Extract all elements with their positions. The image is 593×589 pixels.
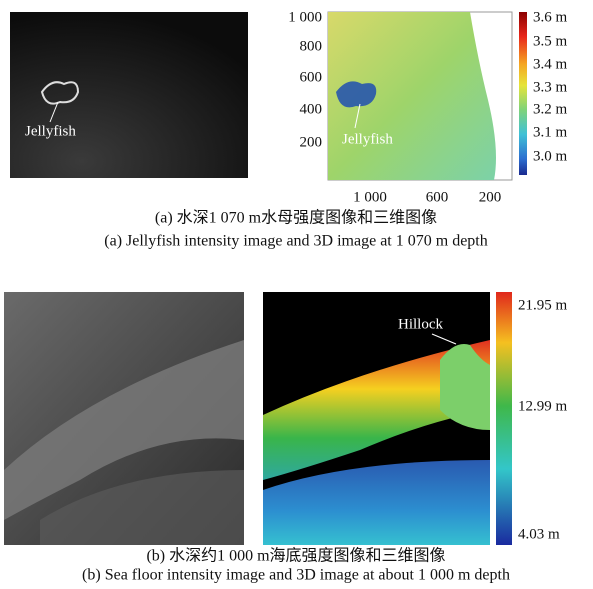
y-tick-label: 200 — [300, 134, 323, 150]
figure: Jellyfish Jellyfish 1 000 800 600 400 20… — [0, 0, 593, 589]
colorbar-label: 4.03 m — [518, 526, 560, 542]
y-tick-label: 800 — [300, 38, 323, 54]
x-tick-label: 200 — [479, 189, 502, 205]
annotation: Hillock — [398, 316, 443, 332]
colorbar — [496, 292, 512, 545]
intensity-image — [10, 12, 248, 178]
colorbar-label: 3.2 m — [533, 101, 568, 117]
colorbar-label: 3.6 m — [533, 9, 568, 25]
caption-cn: (a) 水深1 070 m水母强度图像和三维图像 — [155, 209, 437, 227]
colorbar-label: 3.0 m — [533, 148, 568, 164]
colorbar-label: 12.99 m — [518, 398, 568, 414]
y-tick-label: 1 000 — [288, 9, 322, 25]
y-tick-label: 400 — [300, 101, 323, 117]
caption-cn: (b) 水深约1 000 m海底强度图像和三维图像 — [146, 547, 445, 565]
annotation: Jellyfish — [25, 123, 76, 139]
x-tick-label: 1 000 — [353, 189, 387, 205]
annotation: Jellyfish — [342, 131, 393, 147]
colorbar-label: 3.5 m — [533, 33, 568, 49]
colorbar-label: 3.1 m — [533, 124, 568, 140]
colorbar — [519, 12, 527, 175]
colorbar-label: 3.4 m — [533, 56, 568, 72]
caption-en: (b) Sea floor intensity image and 3D ima… — [82, 567, 510, 584]
x-tick-label: 600 — [426, 189, 449, 205]
y-tick-label: 600 — [300, 69, 323, 85]
caption-en: (a) Jellyfish intensity image and 3D ima… — [104, 233, 487, 250]
colorbar-label: 21.95 m — [518, 297, 568, 313]
colorbar-label: 3.3 m — [533, 79, 568, 95]
